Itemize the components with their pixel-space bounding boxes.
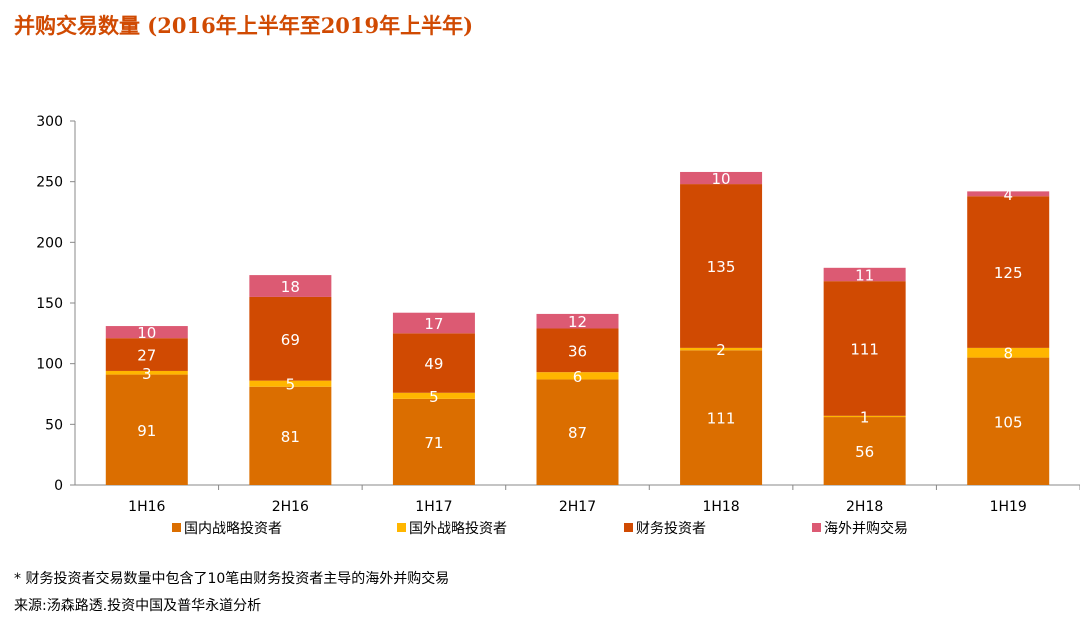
- bar-segment: [536, 328, 619, 373]
- data-label: 105: [994, 413, 1023, 431]
- data-label: 5: [429, 388, 439, 406]
- data-label: 12: [568, 313, 587, 331]
- bar-segment: [680, 184, 763, 348]
- data-label: 5: [286, 376, 296, 394]
- data-label: 87: [568, 424, 587, 442]
- legend-swatch: [172, 523, 181, 532]
- data-label: 111: [707, 410, 736, 428]
- bar-segment: [392, 392, 475, 399]
- legend-label: 海外并购交易: [824, 520, 908, 537]
- source-note: 来源:汤森路透.投资中国及普华永道分析: [14, 598, 262, 614]
- y-tick-label: 150: [36, 296, 63, 312]
- bar-segment: [249, 386, 332, 485]
- bar-segment: [680, 347, 763, 351]
- x-tick-label: 2H16: [272, 499, 309, 515]
- data-label: 10: [712, 170, 731, 188]
- bar-segment: [536, 379, 619, 485]
- data-label: 2: [716, 341, 726, 359]
- data-label: 56: [855, 443, 874, 461]
- data-label: 49: [424, 355, 443, 373]
- data-label: 6: [573, 368, 583, 386]
- legend-label: 国内战略投资者: [184, 521, 282, 537]
- data-label: 1: [860, 408, 870, 426]
- y-tick-label: 200: [36, 235, 63, 251]
- y-tick-label: 300: [36, 114, 63, 130]
- bar-segment: [105, 326, 188, 339]
- x-tick-label: 1H18: [702, 499, 739, 515]
- x-tick-label: 1H16: [128, 499, 165, 515]
- bar-segment: [680, 171, 763, 185]
- data-label: 4: [1003, 186, 1013, 204]
- data-label: 81: [281, 428, 300, 446]
- data-label: 18: [281, 278, 300, 296]
- x-tick-label: 2H18: [846, 499, 883, 515]
- legend-swatch: [812, 523, 821, 532]
- legend-swatch: [397, 523, 406, 532]
- data-label: 17: [424, 315, 443, 333]
- data-label: 71: [424, 434, 443, 452]
- bar-segment: [105, 370, 188, 375]
- bar-segment: [967, 191, 1050, 197]
- legend-label: 国外战略投资者: [409, 521, 507, 537]
- data-label: 69: [281, 331, 300, 349]
- data-label: 8: [1003, 345, 1013, 363]
- bar-segment: [392, 312, 475, 334]
- data-label: 91: [137, 422, 156, 440]
- y-tick-label: 0: [54, 478, 63, 494]
- bar-segment: [823, 417, 906, 485]
- y-tick-label: 100: [36, 357, 63, 373]
- data-label: 135: [707, 258, 736, 276]
- data-label: 3: [142, 365, 152, 383]
- x-tick-label: 1H17: [415, 499, 452, 515]
- legend-swatch: [624, 523, 633, 532]
- bar-segment: [823, 281, 906, 416]
- x-tick-label: 2H17: [559, 499, 596, 515]
- bar-segment: [392, 398, 475, 485]
- legend-label: 财务投资者: [636, 521, 706, 537]
- bar-segment: [967, 347, 1050, 358]
- bar-segment: [249, 275, 332, 297]
- data-label: 111: [850, 341, 879, 359]
- bar-segment: [249, 296, 332, 381]
- bar-segment: [680, 350, 763, 485]
- x-tick-label: 1H19: [990, 499, 1027, 515]
- bar-segment: [105, 338, 188, 371]
- data-label: 11: [855, 266, 874, 284]
- bar-segment: [967, 196, 1050, 348]
- data-label: 27: [137, 347, 156, 365]
- bar-segment: [967, 357, 1050, 485]
- bar-segment: [536, 313, 619, 329]
- bar-segment: [392, 333, 475, 393]
- bar-segment: [823, 415, 906, 418]
- chart-title: 并购交易数量 (2016年上半年至2019年上半年): [14, 13, 474, 38]
- y-tick-label: 250: [36, 175, 63, 191]
- bar-segment: [249, 380, 332, 387]
- footnote: * 财务投资者交易数量中包含了10笔由财务投资者主导的海外并购交易: [14, 571, 450, 587]
- data-label: 36: [568, 342, 587, 360]
- bar-segment: [536, 372, 619, 380]
- bar-segment: [823, 267, 906, 282]
- data-label: 125: [994, 264, 1023, 282]
- y-tick-label: 50: [45, 417, 63, 433]
- data-label: 10: [137, 324, 156, 342]
- bar-segment: [105, 374, 188, 485]
